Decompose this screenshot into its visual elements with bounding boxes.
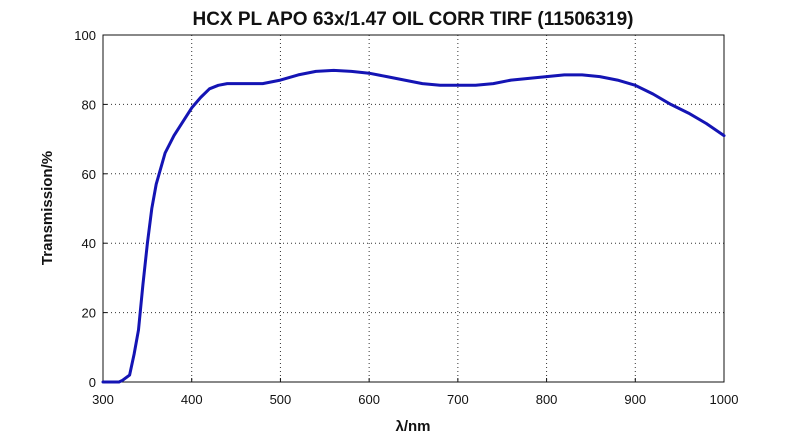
axis-ticks: 300 400 500 600 700 800 900 1000 0 20 40 60 80 100 <box>74 28 738 407</box>
y-tick-label: 80 <box>82 97 96 112</box>
grid <box>103 35 724 382</box>
x-axis-label: λ/nm <box>395 418 430 435</box>
chart-title: HCX PL APO 63x/1.47 OIL CORR TIRF (11506… <box>192 9 633 30</box>
x-tick-label: 600 <box>358 392 380 407</box>
x-tick-label: 700 <box>447 392 469 407</box>
y-tick-label: 100 <box>74 28 96 43</box>
y-tick-label: 0 <box>89 375 96 390</box>
x-tick-label: 300 <box>92 392 114 407</box>
x-tick-label: 1000 <box>710 392 739 407</box>
transmission-series-line <box>101 68 726 384</box>
x-tick-label: 400 <box>181 392 203 407</box>
y-axis-label: Transmission/% <box>39 151 56 265</box>
y-tick-label: 20 <box>82 306 96 321</box>
y-tick-label: 60 <box>82 167 96 182</box>
x-tick-label: 800 <box>536 392 558 407</box>
y-tick-label: 40 <box>82 236 96 251</box>
x-tick-label: 900 <box>624 392 646 407</box>
x-tick-label: 500 <box>270 392 292 407</box>
plot-area <box>102 34 725 383</box>
